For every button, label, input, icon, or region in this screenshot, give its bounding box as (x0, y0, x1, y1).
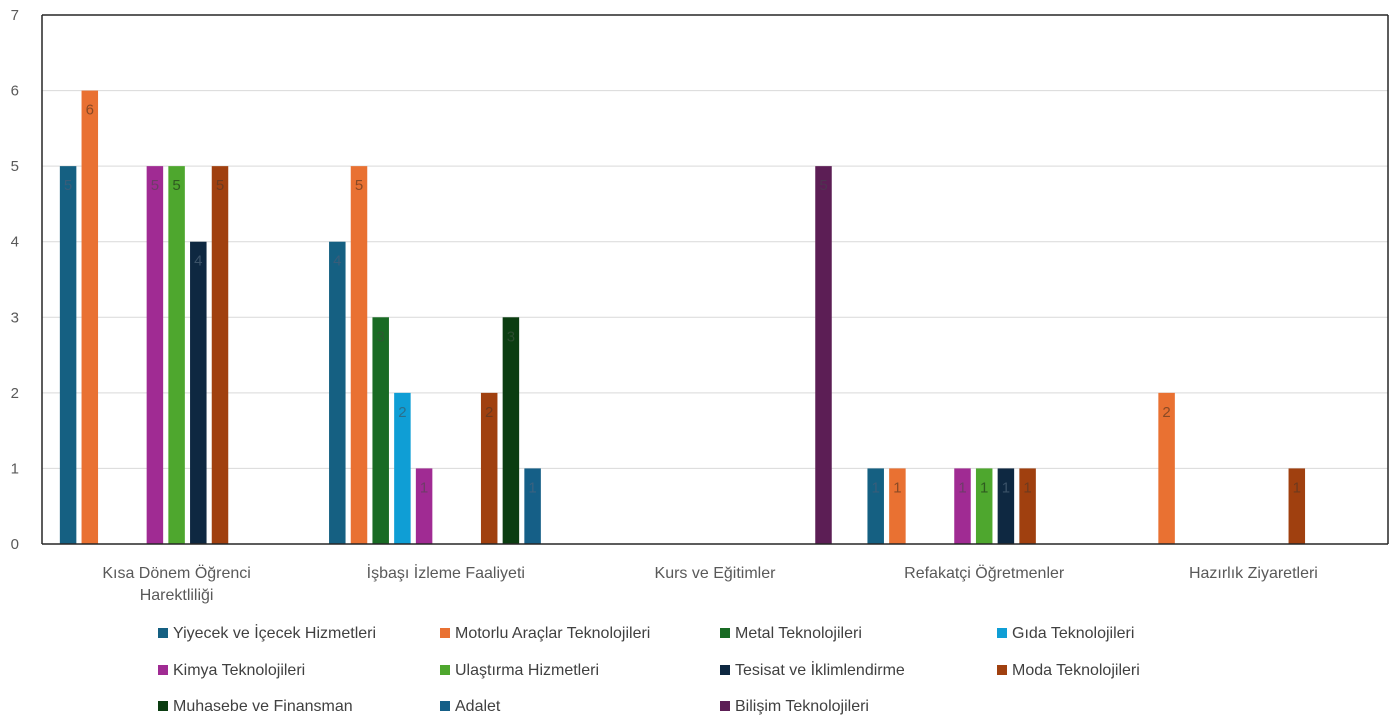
y-tick-label: 0 (11, 536, 19, 553)
bar-value-label: 1 (528, 479, 536, 496)
y-tick-label: 2 (11, 385, 19, 402)
legend-label: Kimya Teknolojileri (173, 662, 305, 679)
bar (524, 468, 541, 544)
legend-label: Gıda Teknolojileri (1012, 625, 1134, 642)
bar-value-label: 5 (819, 177, 827, 194)
bar (867, 468, 884, 544)
category-label: Kurs ve Eğitimler (655, 565, 777, 582)
bar-value-label: 2 (485, 404, 493, 421)
bar-value-label: 3 (377, 328, 385, 345)
legend-label: Tesisat ve İklimlendirme (735, 660, 905, 679)
legend-label: Motorlu Araçlar Teknolojileri (455, 625, 650, 642)
bar-value-label: 1 (1293, 479, 1301, 496)
legend-swatch (158, 701, 168, 711)
y-tick-label: 6 (11, 83, 19, 100)
y-tick-label: 7 (11, 7, 19, 24)
gridlines (42, 14, 1388, 469)
bar (59, 166, 77, 544)
category-label: Kısa Dönem Öğrenci (102, 564, 251, 582)
bar (211, 166, 229, 544)
legend-swatch (440, 665, 450, 675)
bar (889, 468, 906, 544)
bar (954, 468, 971, 544)
category-label: Harektliliği (140, 587, 214, 604)
bar-value-label: 5 (151, 177, 159, 194)
y-tick-label: 4 (11, 234, 19, 251)
bar (415, 468, 433, 544)
bar-value-label: 1 (1002, 479, 1010, 496)
bar-value-label: 1 (893, 479, 901, 496)
bar-value-label: 4 (194, 253, 202, 270)
bar (815, 166, 832, 544)
category-label: Refakatçi Öğretmenler (904, 564, 1065, 582)
bar (146, 166, 164, 544)
bar-value-label: 2 (398, 404, 406, 421)
bar-value-label: 1 (958, 479, 966, 496)
legend: Yiyecek ve İçecek Hizmetleri Motorlu Araç… (158, 623, 1140, 715)
legend-swatch (440, 628, 450, 638)
bar (372, 317, 389, 544)
bar (81, 90, 99, 545)
category-label: İşbaşı İzleme Faaliyeti (367, 563, 525, 582)
category-label: Hazırlık Ziyaretleri (1189, 565, 1318, 582)
bar-value-label: 1 (420, 479, 428, 496)
legend-swatch (720, 701, 730, 711)
y-tick-label: 5 (11, 158, 19, 175)
bar (997, 468, 1015, 544)
bar (350, 166, 368, 544)
bar (480, 392, 498, 544)
bar-value-label: 3 (507, 328, 515, 345)
bar-value-label: 5 (216, 177, 224, 194)
bar-value-label: 1 (872, 479, 880, 496)
bar (329, 241, 346, 544)
bar (1019, 468, 1036, 544)
legend-swatch (720, 628, 730, 638)
legend-swatch (997, 665, 1007, 675)
bar-value-label: 4 (333, 253, 341, 270)
bar-value-label: 5 (355, 177, 363, 194)
bar (1158, 392, 1175, 544)
bar-value-label: 1 (1023, 479, 1031, 496)
bar (168, 166, 185, 544)
legend-swatch (720, 665, 730, 675)
bar (394, 392, 411, 544)
legend-label: Ulaştırma Hizmetleri (455, 662, 599, 679)
bar-value-label: 5 (172, 177, 180, 194)
legend-label: Muhasebe ve Finansman (173, 698, 353, 715)
bar-value-label: 6 (86, 102, 94, 119)
bar-value-label: 1 (980, 479, 988, 496)
axes: 0 1 2 3 4 5 6 7 Kısa Dönem Öğrenci Harektliliği İş… (11, 7, 1389, 604)
legend-label: Adalet (455, 698, 501, 715)
y-tick-label: 1 (11, 460, 19, 477)
bar (975, 468, 993, 544)
bar (502, 317, 520, 544)
legend-swatch (158, 665, 168, 675)
legend-swatch (158, 628, 168, 638)
legend-label: Moda Teknolojileri (1012, 662, 1140, 679)
legend-label: Yiyecek ve İçecek Hizmetleri (173, 623, 376, 642)
bar (1288, 468, 1306, 544)
bars (59, 90, 1306, 545)
bar-value-label: 5 (64, 177, 72, 194)
legend-label: Metal Teknolojileri (735, 625, 862, 642)
legend-label: Bilişim Teknolojileri (735, 698, 869, 715)
legend-swatch (997, 628, 1007, 638)
legend-swatch (440, 701, 450, 711)
bar-value-label: 2 (1162, 404, 1170, 421)
y-tick-label: 3 (11, 309, 19, 326)
bar (190, 241, 207, 544)
